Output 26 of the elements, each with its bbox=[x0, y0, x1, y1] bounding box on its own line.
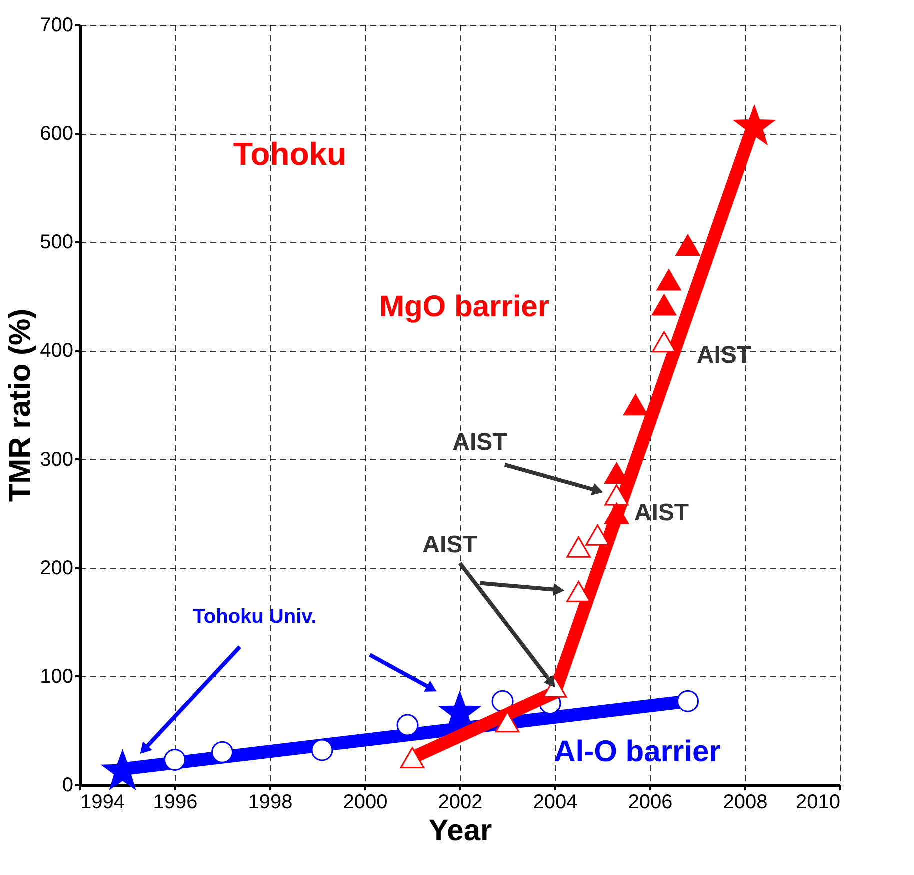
annotation: AIST bbox=[634, 500, 690, 527]
annotation: Tohoku Univ. bbox=[193, 606, 317, 628]
x-tick-label: 1996 bbox=[153, 792, 198, 814]
annotation: AIST bbox=[422, 531, 478, 558]
annotation: Tohoku bbox=[233, 136, 347, 172]
x-tick-label: 2008 bbox=[723, 792, 768, 814]
x-tick-label: 1998 bbox=[248, 792, 293, 814]
y-tick-label: 500 bbox=[40, 232, 74, 254]
y-tick-label: 300 bbox=[40, 448, 74, 471]
y-axis-title: TMR ratio (%) bbox=[4, 308, 38, 502]
text: MgO barrier bbox=[379, 290, 550, 324]
series-label: Al-O barrier bbox=[554, 735, 722, 768]
y-tick-label: 400 bbox=[40, 340, 74, 362]
x-tick-label: 2002 bbox=[438, 792, 483, 814]
x-tick-label: 2010 bbox=[796, 792, 840, 814]
x-tick-label: 2006 bbox=[628, 792, 673, 814]
y-tick-label: 100 bbox=[40, 666, 74, 688]
x-axis-title: Year bbox=[428, 814, 493, 848]
y-tick-label: 0 bbox=[62, 774, 74, 796]
y-tick-label: 700 bbox=[40, 14, 74, 36]
x-tick-label: 2004 bbox=[533, 792, 578, 814]
y-tick-label: 200 bbox=[40, 557, 74, 580]
x-tick-label: 2000 bbox=[343, 792, 388, 814]
y-tick-label: 600 bbox=[40, 123, 74, 146]
x-tick-label: 1994 bbox=[80, 792, 125, 814]
annotation: AIST bbox=[452, 429, 508, 456]
